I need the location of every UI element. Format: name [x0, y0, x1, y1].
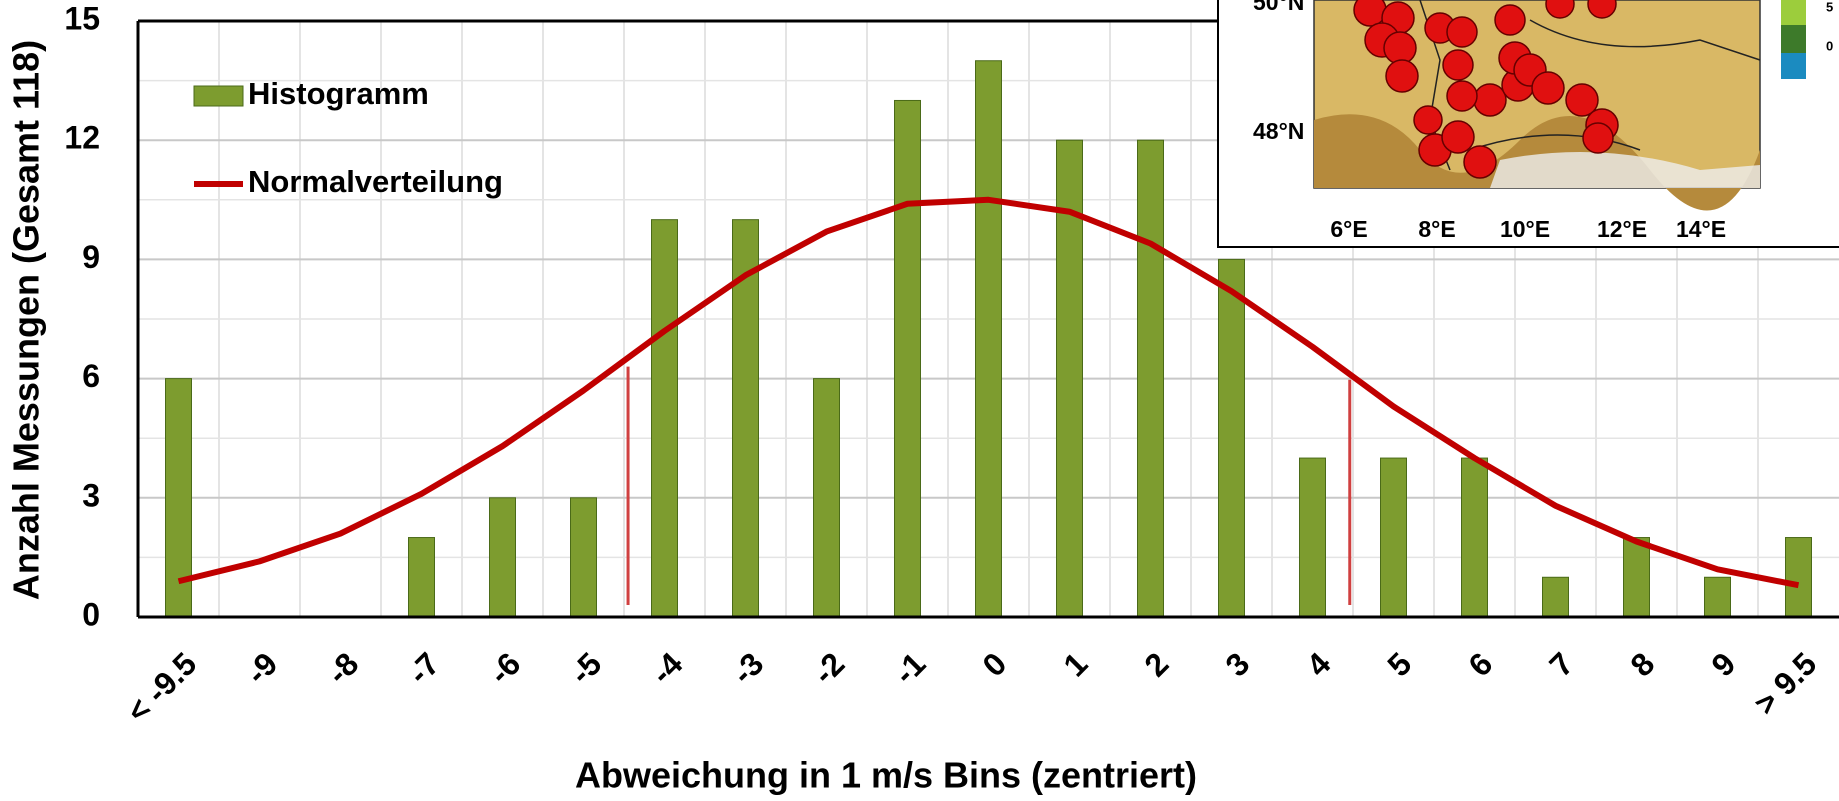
- bar: [1623, 537, 1650, 618]
- x-tick-label: 8: [1623, 645, 1661, 683]
- normal-curve: [177, 196, 1800, 589]
- colorbar: [1781, 53, 1806, 79]
- colorbar: [1781, 25, 1806, 53]
- x-tick-label: 1: [1056, 645, 1094, 683]
- y-tick-label: 0: [82, 596, 100, 632]
- lon-label: 6°E: [1330, 216, 1367, 242]
- x-tick-label: 0: [975, 645, 1013, 683]
- bar: [1137, 139, 1164, 618]
- y-tick-label: 6: [82, 358, 100, 394]
- bar: [1542, 576, 1569, 618]
- y-tick-label: 12: [64, 120, 100, 156]
- x-tick-label: 6: [1461, 645, 1499, 683]
- colorbar-label: 0: [1826, 38, 1833, 53]
- bar: [651, 219, 678, 618]
- bar: [489, 497, 516, 618]
- x-tick-label: -6: [482, 645, 528, 691]
- lat-label: 50°N: [1253, 0, 1304, 15]
- lon-label: 10°E: [1500, 216, 1550, 242]
- x-tick-label: -5: [563, 645, 609, 691]
- x-tick-label: -7: [401, 645, 447, 691]
- x-tick-label: 7: [1542, 645, 1580, 683]
- bar: [408, 537, 435, 618]
- x-tick-label: -9: [239, 645, 285, 691]
- y-tick-label: 15: [64, 0, 100, 36]
- legend: Histogramm Normalverteilung: [193, 76, 503, 199]
- x-tick-label: 4: [1299, 645, 1337, 683]
- x-tick-label: -4: [644, 645, 690, 691]
- lon-label: 8°E: [1418, 216, 1455, 242]
- bar: [1056, 139, 1083, 618]
- x-tick-label: -1: [887, 645, 933, 691]
- x-tick-label: 5: [1380, 645, 1418, 683]
- lon-label: 14°E: [1676, 216, 1726, 242]
- y-tick-label: 9: [82, 239, 100, 275]
- line-layer: [177, 196, 1800, 605]
- x-tick-label: -8: [320, 645, 366, 691]
- x-tick-label: -2: [806, 645, 852, 691]
- bar: [732, 219, 759, 618]
- bar: [1218, 258, 1245, 618]
- bar: [1380, 457, 1407, 618]
- x-tick-label: < -9.5: [119, 645, 203, 729]
- legend-label: Normalverteilung: [248, 164, 503, 199]
- x-tick-label: -3: [725, 645, 771, 691]
- colorbar: [1781, 0, 1806, 25]
- x-tick-label: 9: [1704, 645, 1742, 683]
- x-tick-label: 2: [1137, 645, 1175, 683]
- x-tick-label: 3: [1218, 645, 1256, 683]
- y-axis-title: Anzahl Messungen (Gesamt 118): [6, 40, 47, 600]
- x-axis-title: Abweichung in 1 m/s Bins (zentriert): [575, 755, 1197, 796]
- bar: [894, 99, 921, 618]
- x-tick-label: > 9.5: [1747, 645, 1823, 721]
- bar: [813, 378, 840, 618]
- bar: [1704, 576, 1731, 618]
- bars: [165, 60, 1812, 618]
- legend-swatch: [193, 85, 244, 107]
- lat-label: 48°N: [1253, 118, 1304, 144]
- inset-map: 5 0 50°N 48°N 6°E 8°E 10°E 12°E 14°E: [1217, 0, 1839, 248]
- bar: [1461, 457, 1488, 618]
- legend-label: Histogramm: [248, 76, 429, 111]
- bar: [1299, 457, 1326, 618]
- lon-label: 12°E: [1597, 216, 1647, 242]
- y-tick-label: 3: [82, 477, 100, 513]
- colorbar-label: 5: [1826, 0, 1833, 14]
- stations: [1353, 0, 1619, 179]
- bar: [570, 497, 597, 618]
- bar: [975, 60, 1002, 618]
- terrain: [1490, 152, 1760, 188]
- bar: [1785, 537, 1812, 618]
